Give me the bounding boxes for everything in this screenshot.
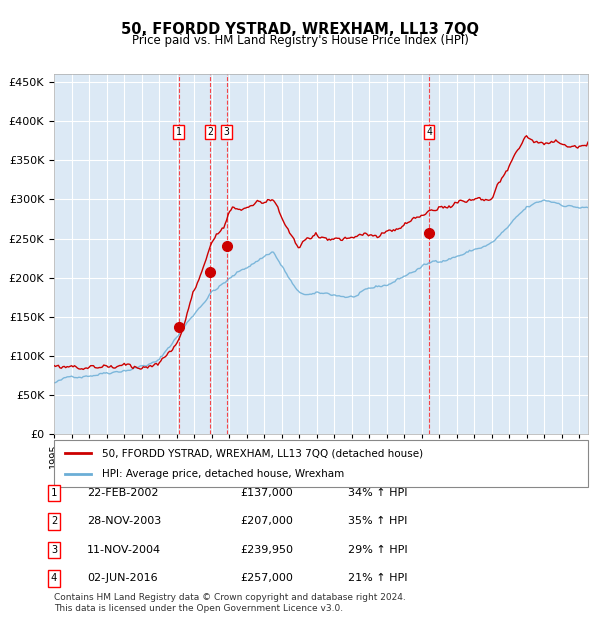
Text: 3: 3 — [224, 127, 230, 137]
Text: 4: 4 — [426, 127, 432, 137]
Text: 22-FEB-2002: 22-FEB-2002 — [87, 488, 158, 498]
Text: £239,950: £239,950 — [240, 545, 293, 555]
Text: 29% ↑ HPI: 29% ↑ HPI — [348, 545, 407, 555]
FancyBboxPatch shape — [54, 440, 588, 487]
Text: Price paid vs. HM Land Registry's House Price Index (HPI): Price paid vs. HM Land Registry's House … — [131, 34, 469, 47]
Text: 3: 3 — [51, 545, 57, 555]
Text: 1: 1 — [51, 488, 57, 498]
Text: 50, FFORDD YSTRAD, WREXHAM, LL13 7QQ: 50, FFORDD YSTRAD, WREXHAM, LL13 7QQ — [121, 22, 479, 37]
Text: 21% ↑ HPI: 21% ↑ HPI — [348, 574, 407, 583]
Text: £257,000: £257,000 — [240, 574, 293, 583]
Text: 34% ↑ HPI: 34% ↑ HPI — [348, 488, 407, 498]
Text: 35% ↑ HPI: 35% ↑ HPI — [348, 516, 407, 526]
Text: 1: 1 — [176, 127, 182, 137]
Text: 28-NOV-2003: 28-NOV-2003 — [87, 516, 161, 526]
Text: HPI: Average price, detached house, Wrexham: HPI: Average price, detached house, Wrex… — [102, 469, 344, 479]
Text: Contains HM Land Registry data © Crown copyright and database right 2024.
This d: Contains HM Land Registry data © Crown c… — [54, 593, 406, 613]
Text: 50, FFORDD YSTRAD, WREXHAM, LL13 7QQ (detached house): 50, FFORDD YSTRAD, WREXHAM, LL13 7QQ (de… — [102, 448, 423, 458]
Text: £207,000: £207,000 — [240, 516, 293, 526]
Text: 02-JUN-2016: 02-JUN-2016 — [87, 574, 158, 583]
Text: 4: 4 — [51, 574, 57, 583]
Text: £137,000: £137,000 — [240, 488, 293, 498]
Text: 2: 2 — [51, 516, 57, 526]
Text: 2: 2 — [207, 127, 213, 137]
Text: 11-NOV-2004: 11-NOV-2004 — [87, 545, 161, 555]
